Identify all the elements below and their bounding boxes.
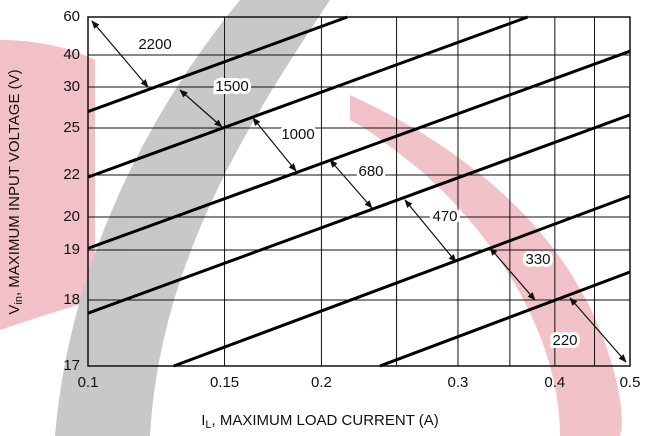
y-label-rest: , MAXIMUM INPUT VOLTAGE (V) — [6, 69, 23, 296]
x-axis-label: IL, MAXIMUM LOAD CURRENT (A) — [201, 412, 439, 431]
dimension-arrow — [489, 247, 536, 301]
annotation: 330 — [525, 251, 550, 268]
annotation: 470 — [432, 208, 457, 225]
capacitor-line — [87, 49, 631, 250]
x-label-main: I — [201, 412, 205, 429]
dimension-arrow — [404, 199, 457, 263]
x-label-rest: , MAXIMUM LOAD CURRENT (A) — [212, 412, 439, 429]
plot-frame — [87, 16, 631, 367]
x-tick-label: 0.2 — [311, 374, 332, 391]
y-tick-label: 19 — [63, 241, 80, 258]
y-axis-label: Vin, MAXIMUM INPUT VOLTAGE (V) — [6, 69, 25, 314]
y-label-sub: in — [13, 296, 25, 305]
dimension-arrow — [252, 117, 297, 172]
x-label-sub: L — [205, 419, 211, 431]
y-tick-label: 60 — [63, 8, 80, 25]
x-tick-label: 0.5 — [620, 374, 641, 391]
y-tick-label: 18 — [63, 291, 80, 308]
y-tick-label: 22 — [63, 166, 80, 183]
annotation: 2200 — [138, 36, 171, 53]
y-tick-label: 25 — [63, 119, 80, 136]
capacitor-line — [173, 194, 631, 368]
x-tick-label: 0.15 — [210, 374, 239, 391]
dimension-arrow — [91, 20, 149, 88]
annotations: 2200 1500 1000 680 470 330 220 — [91, 20, 627, 363]
dimension-arrow — [329, 159, 373, 209]
y-tick-label: 17 — [63, 357, 80, 374]
annotation: 1000 — [281, 126, 314, 143]
y-tick-label: 40 — [63, 46, 80, 63]
capacitor-line — [87, 15, 529, 179]
y-tick-label: 20 — [63, 208, 80, 225]
capacitor-line — [87, 15, 348, 114]
lines — [87, 15, 631, 368]
capacitor-line — [379, 270, 631, 368]
dimension-arrow — [179, 89, 223, 128]
x-tick-label: 0.1 — [78, 374, 99, 391]
y-tick-label: 30 — [63, 78, 80, 95]
capacitor-line — [87, 113, 631, 315]
annotation: 1500 — [215, 78, 248, 95]
x-tick-label: 0.3 — [448, 374, 469, 391]
dimension-arrow — [569, 297, 627, 363]
annotation: 220 — [552, 332, 577, 349]
watermark — [0, 0, 622, 436]
y-label-main: V — [6, 305, 23, 315]
x-tick-label: 0.4 — [544, 374, 565, 391]
annotation: 680 — [358, 163, 383, 180]
